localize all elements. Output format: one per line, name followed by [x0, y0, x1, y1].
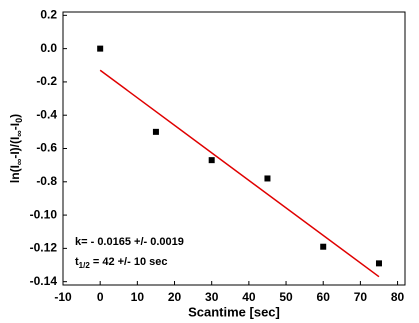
x-tick-label: 20: [168, 290, 182, 304]
annotation: t1/2 = 42 +/- 10 sec: [75, 256, 167, 270]
y-tick-label: -0.6: [36, 141, 57, 155]
annotation-part: 1/2: [79, 261, 91, 270]
point: [375, 260, 382, 267]
y-axis-title-part: -I)/(I: [8, 137, 22, 159]
x-tick-label: 40: [242, 290, 256, 304]
point: [152, 128, 159, 135]
x-axis-title: Scantime [sec]: [188, 304, 280, 319]
x-tick-label: 60: [317, 290, 331, 304]
y-axis-title-part: -I: [8, 123, 22, 130]
y-tick-label: -0.2: [36, 74, 57, 88]
point: [97, 45, 104, 52]
x-tick-label: 70: [354, 290, 368, 304]
y-axis-title-part: 0: [14, 118, 24, 123]
x-tick-label: 80: [391, 290, 405, 304]
annotation: k= - 0.0165 +/- 0.0019: [75, 236, 184, 248]
annotation-part: t: [75, 256, 79, 268]
y-tick-label: 0.0: [40, 41, 57, 55]
annotation-part: k= - 0.0165 +/- 0.0019: [75, 236, 184, 248]
y-tick-label: -0.12: [30, 241, 58, 255]
point: [320, 243, 327, 250]
y-axis-title-part: ∞: [14, 158, 24, 165]
fit-line: [99, 69, 380, 278]
x-tick-label: 10: [131, 290, 145, 304]
y-tick-label: -0.10: [30, 207, 58, 221]
point: [208, 157, 215, 164]
x-tick-label: 0: [97, 290, 104, 304]
x-tick-label: 50: [279, 290, 293, 304]
x-tick-label: 30: [205, 290, 219, 304]
y-axis-title: ln(I∞-I)/(I∞-I0): [8, 114, 24, 183]
y-tick-label: 0.2: [40, 8, 57, 22]
y-tick-label: -0.4: [36, 107, 57, 121]
annotation-part: = 42 +/- 10 sec: [90, 256, 168, 268]
y-axis-title-part: ): [8, 114, 22, 118]
y-tick-label: -0.14: [30, 274, 58, 288]
y-axis-title-part: ∞: [14, 130, 24, 137]
y-tick-label: -0.8: [36, 174, 57, 188]
x-tick-label: -10: [54, 290, 72, 304]
point: [264, 175, 271, 182]
y-axis-title-part: ln(I: [8, 165, 22, 183]
